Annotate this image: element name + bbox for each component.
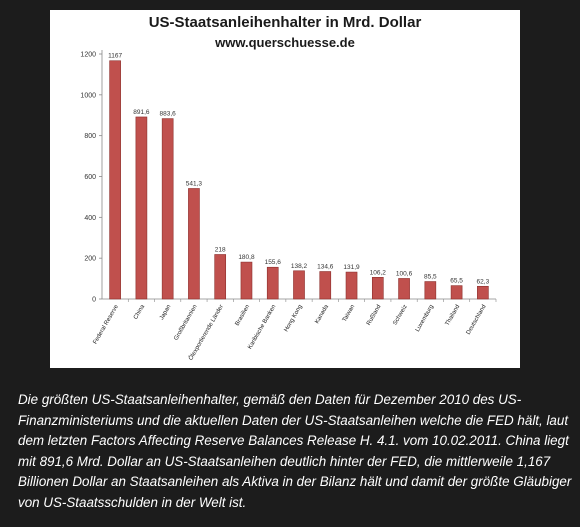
- y-tick-label: 1000: [80, 92, 96, 99]
- category-label: Rußland: [366, 304, 383, 327]
- data-label: 891,6: [133, 109, 150, 116]
- bar: [293, 270, 305, 300]
- data-label: 134,6: [317, 264, 334, 271]
- bar: [398, 278, 410, 300]
- bar: [214, 254, 227, 300]
- bar: [319, 271, 332, 300]
- category-label: Taiwan: [342, 304, 357, 323]
- bar: [424, 281, 437, 300]
- caption-text: Die größten US-Staatsanleihenhalter, gem…: [18, 392, 572, 510]
- y-tick-label: 400: [84, 215, 96, 222]
- bar: [450, 285, 463, 300]
- data-label: 100,6: [396, 270, 413, 277]
- bar: [477, 285, 489, 300]
- category-label: Thailand: [445, 304, 462, 327]
- chart-title: US-Staatsanleihenhalter in Mrd. Dollar: [148, 14, 422, 31]
- bar: [188, 188, 200, 300]
- category-label: Schweiz: [392, 304, 408, 326]
- data-label: 1167: [108, 53, 122, 60]
- bar: [135, 116, 148, 300]
- data-label: 180,8: [238, 254, 255, 261]
- data-label: 138,2: [291, 263, 308, 270]
- category-label: Brasilien: [234, 304, 251, 327]
- data-label: 106,2: [370, 269, 387, 276]
- data-label: 155,6: [265, 259, 282, 266]
- y-tick-label: 800: [84, 133, 96, 140]
- bar: [240, 261, 253, 300]
- bar: [266, 266, 279, 300]
- y-tick-label: 600: [84, 174, 96, 181]
- data-label: 218: [215, 246, 226, 253]
- data-label: 883,6: [160, 111, 177, 118]
- chart-subtitle: www.querschuesse.de: [215, 35, 355, 50]
- category-label: Japan: [159, 304, 172, 321]
- category-label: Deutschland: [466, 304, 488, 336]
- category-label: Federal Reserve: [92, 303, 120, 345]
- category-label: Hong Kong: [284, 304, 304, 333]
- bar-chart: 0 200 400 600 800 1000 1200 1167 Federal Reserve…: [80, 50, 497, 362]
- y-tick-label: 1200: [80, 52, 96, 59]
- data-label: 65,5: [450, 278, 463, 285]
- data-label: 131,9: [343, 264, 360, 271]
- bar: [109, 60, 121, 300]
- bar: [161, 118, 174, 300]
- category-label: Kanada: [314, 303, 330, 324]
- category-label: Luxemburg: [415, 304, 435, 333]
- bar: [371, 277, 384, 300]
- chart-panel: 0 200 400 600 800 1000 1200 1167 Federal Reserve…: [50, 10, 520, 368]
- y-tick-label: 0: [92, 297, 96, 304]
- y-tick-label: 200: [84, 256, 96, 263]
- category-label: China: [133, 303, 146, 320]
- data-label: 62,3: [477, 278, 490, 285]
- category-label: Karibische Banken: [247, 304, 277, 350]
- category-label: Großbritannien: [173, 304, 198, 342]
- bar: [345, 271, 358, 300]
- data-label: 85,5: [424, 274, 437, 281]
- data-label: 541,3: [186, 180, 203, 187]
